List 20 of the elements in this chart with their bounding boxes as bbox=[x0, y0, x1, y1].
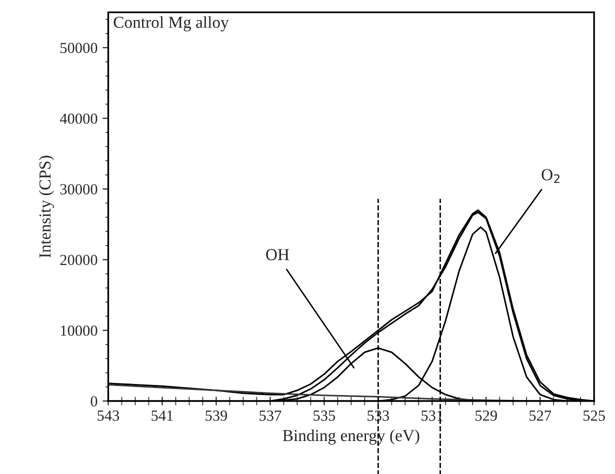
x-tick-label: 539 bbox=[206, 410, 228, 421]
x-axis-title: Binding energy (eV) bbox=[282, 429, 420, 445]
y-tick-label: 40000 bbox=[60, 113, 98, 124]
x-tick-label: 543 bbox=[98, 410, 120, 421]
y-axis-title: Intensity (CPS) bbox=[38, 156, 54, 258]
x-tick-label: 541 bbox=[152, 410, 173, 421]
x-tick-label: 529 bbox=[476, 410, 497, 421]
y-tick-label: 50000 bbox=[60, 42, 98, 54]
x-tick-label: 527 bbox=[530, 410, 552, 421]
chart-title: Control Mg alloy bbox=[114, 16, 229, 32]
y-tick-label: 10000 bbox=[60, 325, 98, 336]
annotation: O$_{2}$ bbox=[542, 169, 560, 183]
x-tick-label: 525 bbox=[584, 410, 605, 421]
y-tick-label: 30000 bbox=[60, 184, 98, 194]
y-tick-label: 0 bbox=[90, 396, 98, 406]
x-tick-label: 537 bbox=[260, 410, 282, 421]
y-tick-label: 20000 bbox=[60, 254, 98, 266]
annotation: OH bbox=[266, 249, 290, 260]
x-tick-label: 533 bbox=[368, 410, 390, 421]
x-tick-label: 535 bbox=[314, 410, 336, 421]
